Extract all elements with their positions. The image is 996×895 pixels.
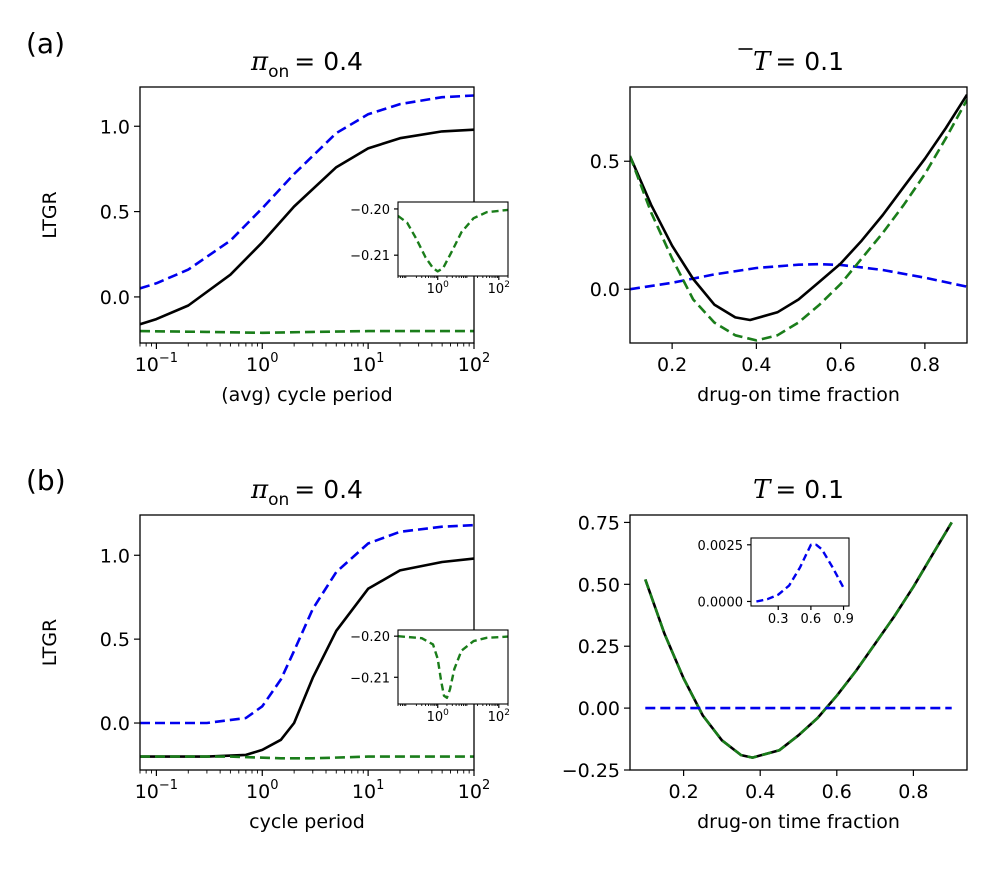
b_left-inset-ytick-label: −0.21 <box>350 671 390 686</box>
b_right-axes-frame <box>629 514 968 771</box>
a_left-ytick-label: 0.5 <box>100 202 130 224</box>
b_right-inset-ytick-label: 0.0000 <box>698 595 744 610</box>
b_right-ytick-label: 0.25 <box>578 636 620 658</box>
a_left-inset-ytick-label: −0.20 <box>350 203 390 218</box>
a_right-xtick-label: 0.2 <box>657 354 687 376</box>
b_left-series-green <box>140 755 474 760</box>
a_left-xlabel: (avg) cycle period <box>221 384 392 406</box>
a_right-xlabel: drug-on time fraction <box>697 384 900 406</box>
b_left-xtick-label: 102 <box>458 778 490 803</box>
b_left-ytick-label: 0.0 <box>100 713 130 735</box>
b_right-ytick-label: 0.75 <box>578 512 620 534</box>
a_left-xtick-label: 101 <box>352 351 384 376</box>
b_left-series-blue <box>140 523 474 725</box>
b_right-ytick-label: 0.00 <box>578 698 620 720</box>
panel-label-b: (b) <box>26 464 66 497</box>
b_left-inset-series-green <box>398 635 508 699</box>
b_right-xtick-label: 0.8 <box>898 781 928 803</box>
b_left-ytick-label: 0.5 <box>100 629 130 651</box>
b_right-title: T = 0.1 <box>753 475 844 505</box>
a_left-ytick-label: 1.0 <box>100 116 130 138</box>
b_left-xlabel: cycle period <box>249 811 365 833</box>
b_left-xtick-label: 101 <box>352 778 384 803</box>
b_right-inset-ytick-label: 0.0025 <box>698 539 744 554</box>
a_right-series-blue <box>630 262 967 291</box>
a_left-inset-series-green <box>398 208 508 273</box>
b_left-ylabel: LTGR <box>39 619 61 667</box>
a_right-series-green <box>630 99 967 342</box>
b_left-inset-xtick-label: 102 <box>488 708 510 725</box>
b_left-xtick-label: 10−1 <box>135 778 178 803</box>
a_right-xtick-label: 0.8 <box>910 354 940 376</box>
a_left-series-green <box>140 329 474 335</box>
b_right-xtick-label: 0.6 <box>822 781 852 803</box>
b_left-inset-ytick-label: −0.20 <box>350 630 390 645</box>
b_right-inset-xtick-label: 0.3 <box>768 612 789 627</box>
b_right-inset-xtick-label: 0.9 <box>833 612 854 627</box>
b_right-inset-frame <box>750 537 850 607</box>
b_right-xlabel: drug-on time fraction <box>697 811 900 833</box>
b_left-xtick-label: 100 <box>246 778 278 803</box>
a_right-xtick-label: 0.4 <box>741 354 771 376</box>
b_right-series-black <box>644 521 953 759</box>
a_right-series-black <box>630 94 967 322</box>
a_left-series-blue <box>140 94 474 290</box>
a_left-series-black <box>140 128 474 326</box>
b_left-series-black <box>140 557 474 758</box>
b_left-ytick-label: 1.0 <box>100 545 130 567</box>
b_left-inset-frame <box>397 629 509 705</box>
b_right-inset-series-blue <box>756 543 845 603</box>
a_right-xtick-label: 0.6 <box>826 354 856 376</box>
b_left-inset-xtick-label: 100 <box>427 708 450 725</box>
a_left-xtick-label: 10−1 <box>135 351 178 376</box>
a_left-xtick-label: 102 <box>458 351 490 376</box>
a_left-inset-ytick-label: −0.21 <box>350 249 390 264</box>
a_left-inset-xtick-label: 100 <box>427 280 450 297</box>
b_right-xtick-label: 0.2 <box>669 781 699 803</box>
a_left-ylabel: LTGR <box>39 191 61 239</box>
a_left-title: πon = 0.4 <box>250 47 363 82</box>
a_right-axes-frame <box>629 86 968 344</box>
a_right-title: T = 0.1 <box>753 47 844 77</box>
a_left-inset-xtick-label: 102 <box>488 280 510 297</box>
a_left-inset-frame <box>397 201 509 277</box>
b_right-ytick-label: −0.25 <box>562 760 620 782</box>
b_right-xtick-label: 0.4 <box>745 781 775 803</box>
a_left-ytick-label: 0.0 <box>100 287 130 309</box>
b_left-title: πon = 0.4 <box>250 475 363 510</box>
a_right-ytick-label: 0.5 <box>590 151 620 173</box>
a_right-ytick-label: 0.0 <box>590 279 620 301</box>
b_right-inset-xtick-label: 0.6 <box>801 612 822 627</box>
panel-label-a: (a) <box>26 27 65 60</box>
b_right-ytick-label: 0.50 <box>578 574 620 596</box>
a_left-xtick-label: 100 <box>246 351 278 376</box>
